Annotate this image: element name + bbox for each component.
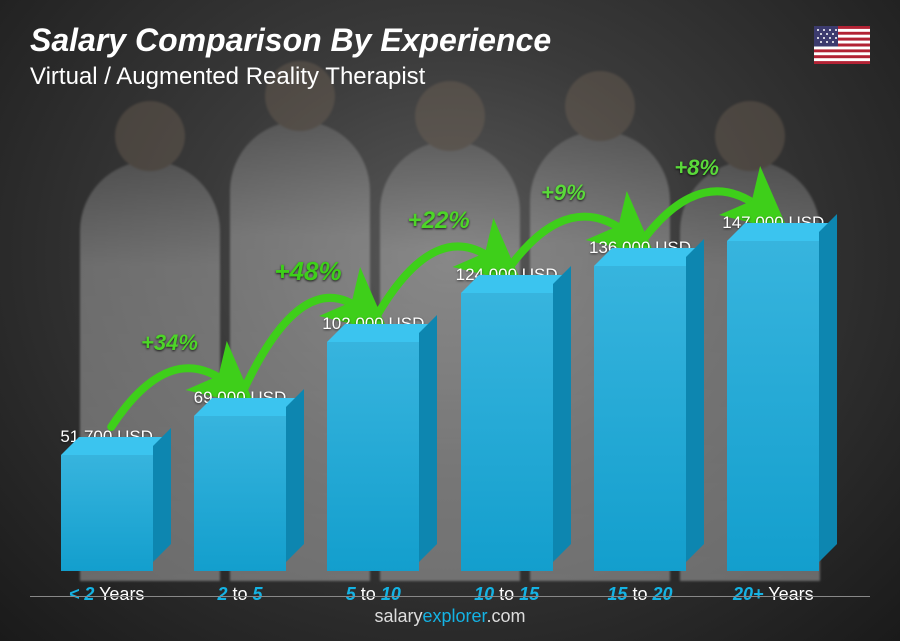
bar-category-label: < 2 Years xyxy=(69,584,145,605)
footer-accent: explorer xyxy=(422,606,486,626)
growth-percent-label: +8% xyxy=(674,155,719,181)
bar-category-label: 5 to 10 xyxy=(346,584,401,605)
growth-percent-label: +34% xyxy=(141,330,198,356)
bar-category-label: 10 to 15 xyxy=(474,584,539,605)
chart-area: 51,700 USD< 2 Years69,000 USD2 to 5102,0… xyxy=(40,120,840,571)
footer-prefix: salary xyxy=(374,606,422,626)
footer-suffix: .com xyxy=(487,606,526,626)
usa-flag-icon xyxy=(814,26,870,69)
bar-slot: 147,000 USD20+ Years xyxy=(707,120,840,571)
chart-title: Salary Comparison By Experience xyxy=(30,22,551,59)
infographic-canvas: Salary Comparison By Experience Virtual … xyxy=(0,0,900,641)
bar xyxy=(327,342,419,571)
bar-slot: 136,000 USD15 to 20 xyxy=(573,120,706,571)
growth-percent-label: +9% xyxy=(541,180,586,206)
chart-subtitle: Virtual / Augmented Reality Therapist xyxy=(30,63,551,91)
footer-divider xyxy=(30,596,870,597)
bar xyxy=(461,293,553,571)
bar xyxy=(61,455,153,571)
bar xyxy=(727,241,819,571)
bar-slot: 102,000 USD5 to 10 xyxy=(307,120,440,571)
header: Salary Comparison By Experience Virtual … xyxy=(30,22,551,91)
bar xyxy=(194,416,286,571)
footer-attribution: salaryexplorer.com xyxy=(0,606,900,627)
bar-category-label: 15 to 20 xyxy=(607,584,672,605)
bar-category-label: 20+ Years xyxy=(733,584,814,605)
bar-category-label: 2 to 5 xyxy=(217,584,262,605)
growth-percent-label: +48% xyxy=(274,256,341,287)
growth-percent-label: +22% xyxy=(408,207,470,235)
bar xyxy=(594,266,686,571)
